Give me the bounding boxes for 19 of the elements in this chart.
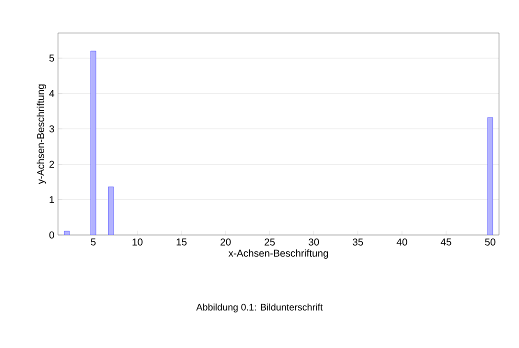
x-tick-label: 35 (352, 238, 364, 246)
text: Abbildung 0.1: Bildunterschrift (196, 304, 323, 312)
x-tick-label: 15 (176, 238, 187, 246)
x-tick-label: 50 (485, 238, 496, 246)
x-tick-label: 10 (132, 238, 143, 246)
y-tick-label: 1 (50, 196, 54, 204)
y-tick-label: 3 (49, 125, 54, 132)
x-tick-label: 20 (220, 238, 231, 246)
y-tick-label: 4 (49, 90, 54, 97)
y-tick-label: 2 (49, 160, 54, 168)
x-tick-label: 40 (396, 238, 408, 246)
x-tick-label: 45 (440, 238, 452, 246)
y-axis-title: y-Achsen-Beschriftung (36, 84, 46, 184)
y-tick-label: 5 (49, 54, 54, 62)
y-tick-label: 0 (49, 231, 54, 239)
x-tick-label: 25 (264, 238, 275, 246)
x-tick-label: 30 (308, 238, 319, 246)
x-axis-title: x-Achsen-Beschriftung (228, 249, 328, 259)
x-tick-label: 5 (90, 238, 96, 246)
